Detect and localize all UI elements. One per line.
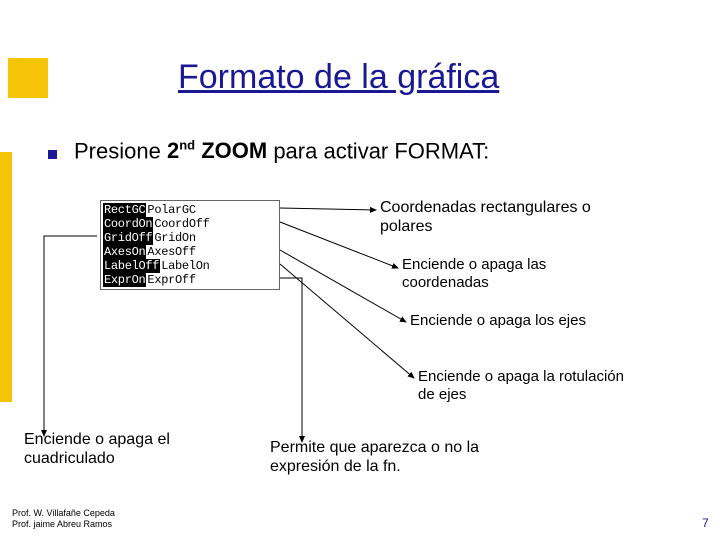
arrow-line	[280, 278, 302, 442]
calc-cell: AxesOff	[146, 245, 196, 259]
calc-row: AxesOn AxesOff	[103, 245, 277, 259]
calc-cell: ExprOff	[146, 273, 196, 287]
calc-cell: PolarGC	[146, 203, 196, 217]
accent-top-square	[8, 58, 48, 98]
calc-cell: LabelOn	[160, 259, 210, 273]
slide-title: Formato de la gráfica	[178, 58, 499, 97]
bullet-square	[48, 150, 57, 159]
arrow-line	[280, 208, 376, 210]
calc-cell: GridOff	[103, 231, 153, 245]
instruction-sup: nd	[179, 138, 195, 153]
page-number: 7	[702, 516, 709, 530]
instruction-line: Presione 2nd ZOOM para activar FORMAT:	[74, 138, 489, 164]
calc-cell: AxesOn	[103, 245, 146, 259]
calc-cell: LabelOff	[103, 259, 160, 273]
calc-cell: GridOn	[153, 231, 196, 245]
calc-cell: CoordOff	[153, 217, 210, 231]
callout-rect: Coordenadas rectangulares o polares	[380, 198, 610, 236]
instruction-key1: 2	[167, 138, 179, 163]
calc-row: GridOff GridOn	[103, 231, 277, 245]
instruction-prefix: Presione	[74, 138, 167, 163]
arrow-line	[280, 264, 414, 378]
calc-row: LabelOff LabelOn	[103, 259, 277, 273]
arrow-line	[280, 250, 406, 322]
calc-row: CoordOn CoordOff	[103, 217, 277, 231]
callout-coord: Enciende o apaga las coordenadas	[402, 256, 612, 292]
accent-left-bar	[0, 152, 12, 402]
calc-cell: RectGC	[103, 203, 146, 217]
instruction-suffix: para activar FORMAT:	[267, 138, 489, 163]
footer-authors: Prof. W. Villafañe Cepeda Prof. jaime Ab…	[12, 508, 115, 531]
callout-label: Enciende o apaga la rotulación de ejes	[418, 368, 628, 404]
callout-expr: Permite que aparezca o no la expresión d…	[270, 438, 500, 476]
arrow-line	[44, 236, 97, 436]
footer-line2: Prof. jaime Abreu Ramos	[12, 519, 115, 530]
callout-axes: Enciende o apaga los ejes	[410, 312, 610, 330]
calc-row: RectGC PolarGC	[103, 203, 277, 217]
calculator-screen: RectGC PolarGC CoordOn CoordOff GridOff …	[100, 200, 280, 290]
callout-grid: Enciende o apaga el cuadriculado	[24, 430, 224, 468]
calc-cell: ExprOn	[103, 273, 146, 287]
calc-row: ExprOn ExprOff	[103, 273, 277, 287]
instruction-key2: ZOOM	[195, 138, 267, 163]
calc-cell: CoordOn	[103, 217, 153, 231]
footer-line1: Prof. W. Villafañe Cepeda	[12, 508, 115, 519]
